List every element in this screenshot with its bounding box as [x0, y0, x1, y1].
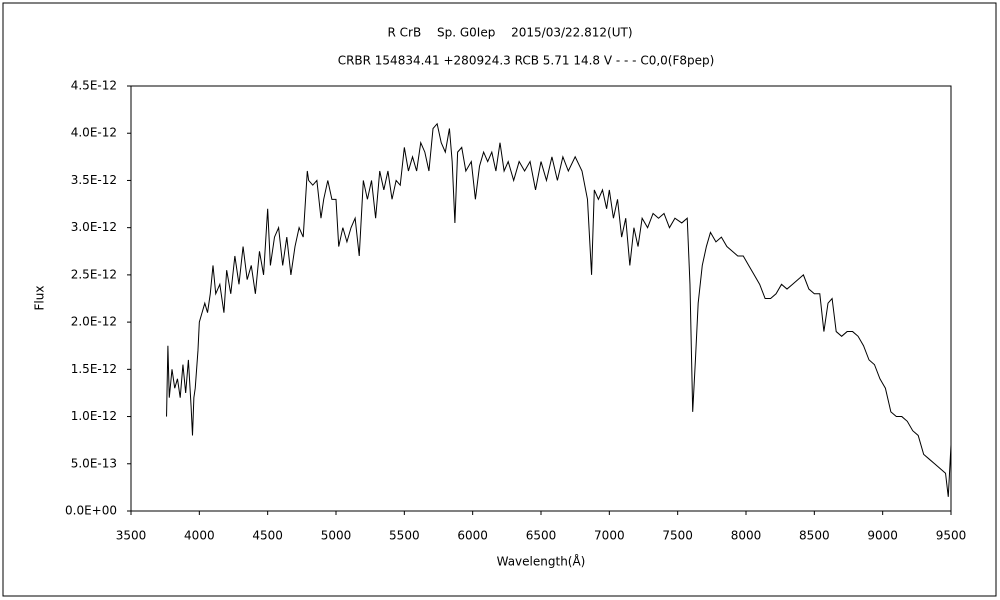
y-axis-label: Flux: [33, 286, 47, 311]
y-tick-label: 5.0E-13: [71, 456, 117, 470]
x-tick-label: 6500: [526, 529, 557, 543]
x-tick-label: 9000: [867, 529, 898, 543]
x-tick-label: 7500: [662, 529, 693, 543]
y-tick-label: 1.0E-12: [71, 409, 117, 423]
x-tick-label: 6000: [457, 529, 488, 543]
x-axis-label: Wavelength(Å): [497, 554, 586, 569]
y-tick-label: 4.0E-12: [71, 126, 117, 140]
x-tick-label: 4500: [252, 529, 283, 543]
x-tick-label: 5000: [321, 529, 352, 543]
x-tick-label: 5500: [389, 529, 420, 543]
y-tick-label: 3.5E-12: [71, 173, 117, 187]
chart-subtitle: CRBR 154834.41 +280924.3 RCB 5.71 14.8 V…: [338, 54, 715, 68]
spectrum-line: [166, 122, 952, 497]
y-tick-label: 0.0E+00: [65, 504, 117, 518]
y-tick-label: 3.0E-12: [71, 220, 117, 234]
x-tick-label: 7000: [594, 529, 625, 543]
chart-title: R CrB Sp. G0Iep 2015/03/22.812(UT): [387, 26, 632, 40]
x-tick-label: 8000: [731, 529, 762, 543]
y-tick-label: 2.0E-12: [71, 315, 117, 329]
y-tick-label: 2.5E-12: [71, 267, 117, 281]
x-tick-label: 3500: [116, 529, 147, 543]
y-tick-label: 4.5E-12: [71, 79, 117, 93]
x-tick-label: 4000: [184, 529, 215, 543]
y-tick-label: 1.5E-12: [71, 362, 117, 376]
x-tick-label: 8500: [799, 529, 830, 543]
x-tick-label: 9500: [936, 529, 967, 543]
